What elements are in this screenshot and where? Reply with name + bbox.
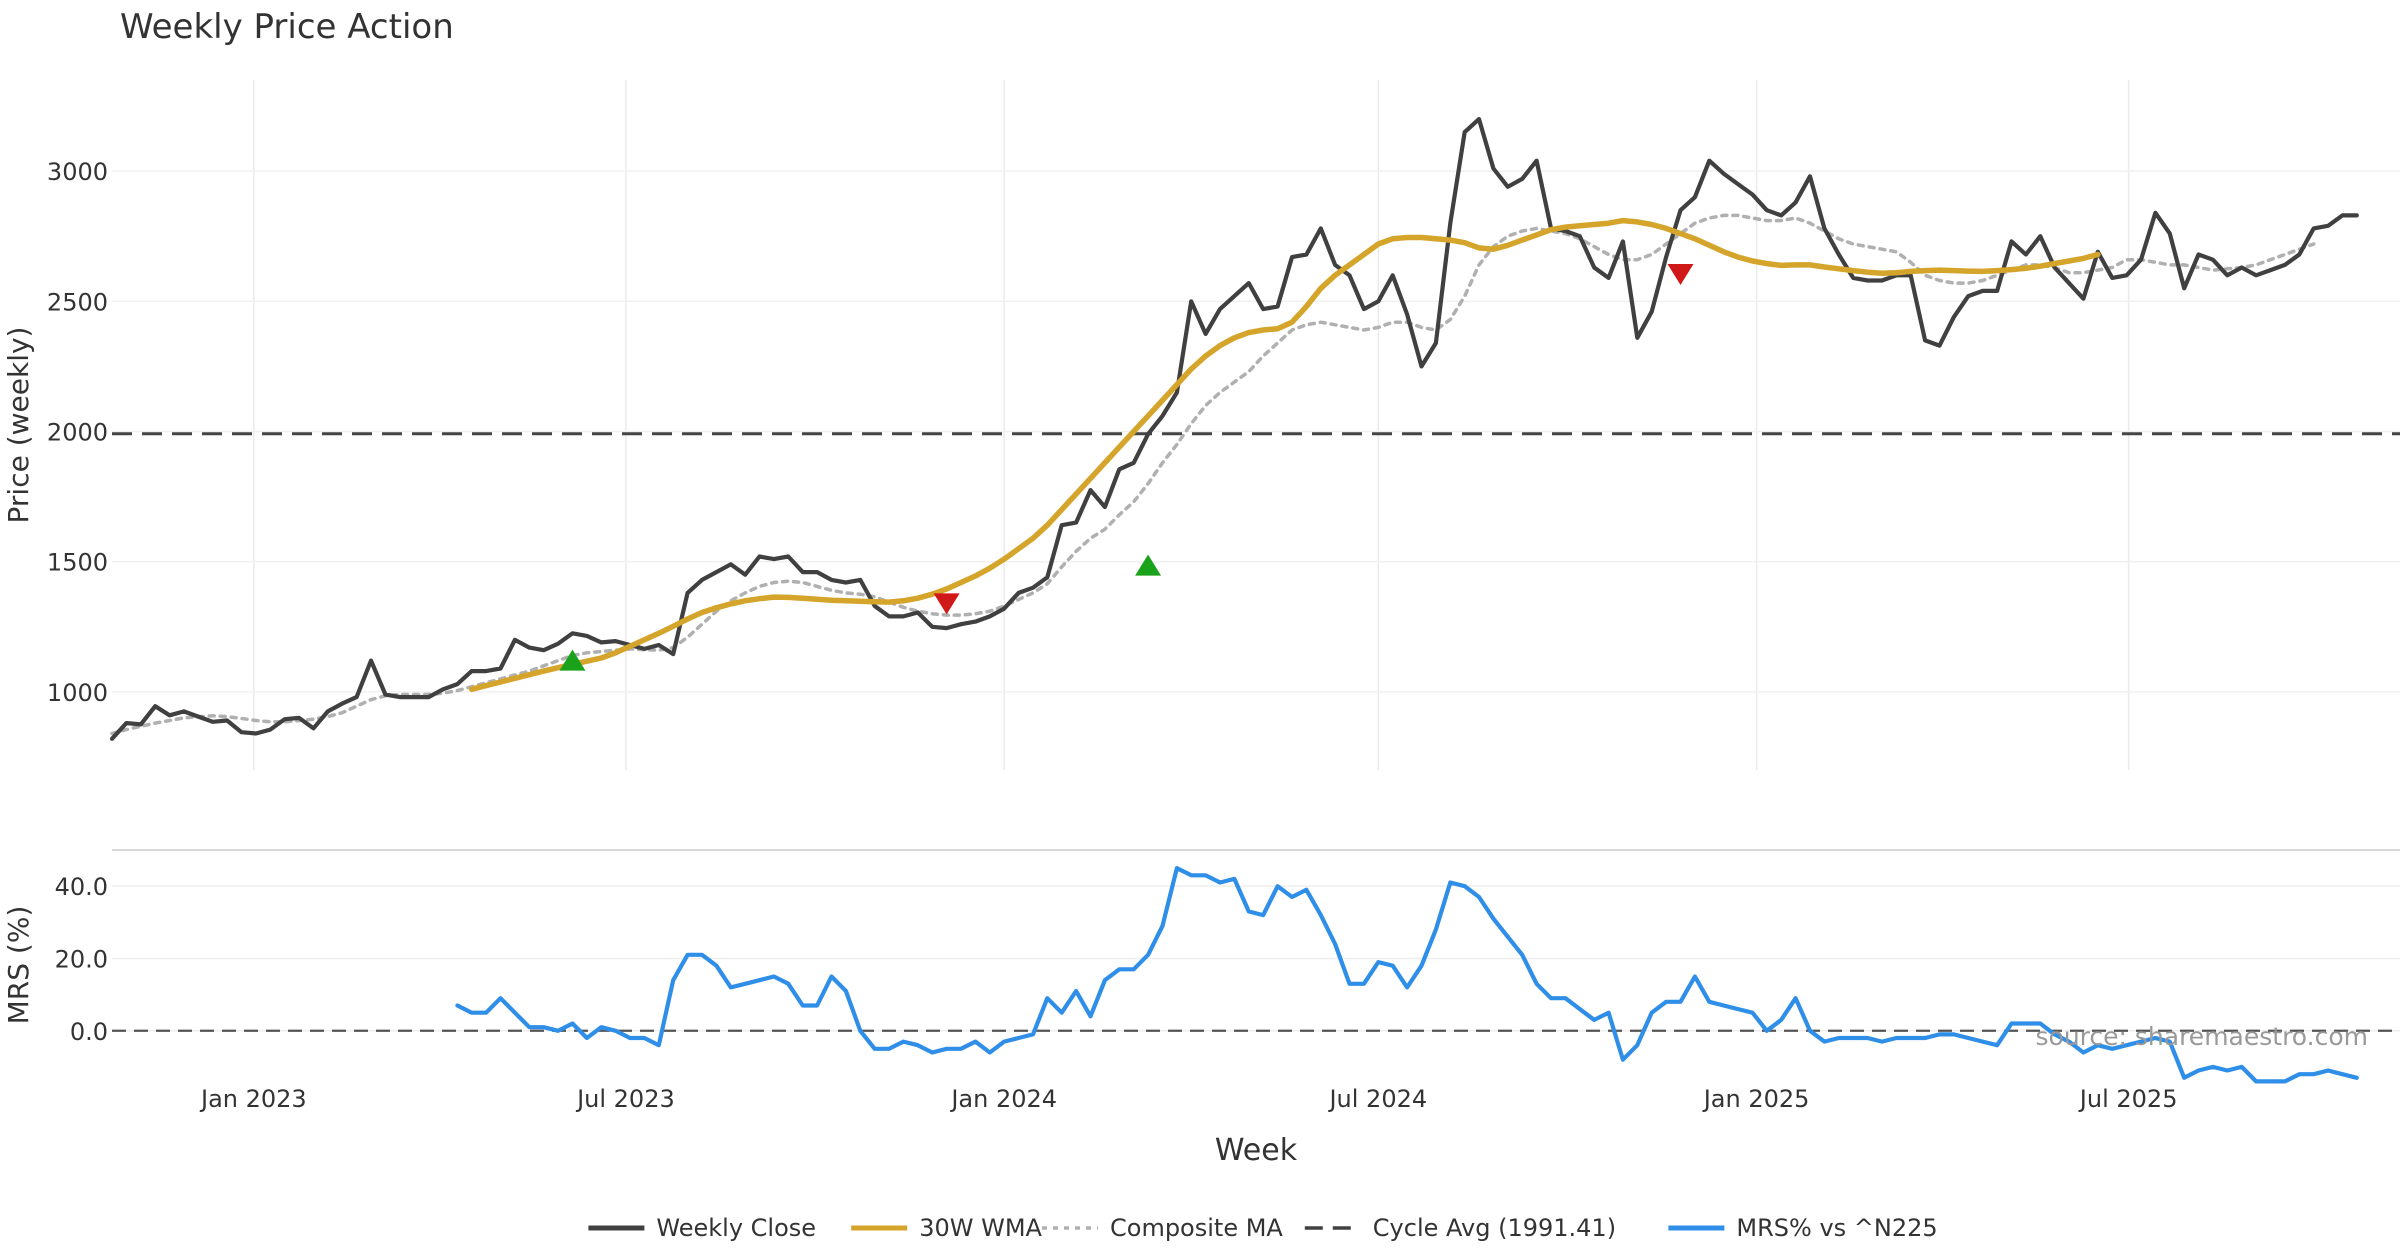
price-y-ticks: 1000 1500 2000 2500 3000 [47,158,108,707]
wma-30w-line [468,217,2101,693]
x-ticks: Jan 2023 Jul 2023 Jan 2024 Jul 2024 Jan 2025… [199,1085,2177,1113]
legend-label: Cycle Avg (1991.41) [1373,1214,1616,1242]
price-panel-grid [112,80,2400,770]
signal-markers [559,263,1694,671]
legend: Weekly Close 30W WMA Composite MA Cycle Avg… [588,1214,1938,1242]
composite-ma-line [110,213,2316,736]
price-y-tick-label: 1000 [47,679,108,707]
mrs-panel-grid [112,885,2400,1032]
x-tick-label: Jan 2025 [1702,1085,1810,1113]
buy-signal-marker [1135,554,1162,576]
buy-signal-marker [559,649,586,671]
price-y-axis-label: Price (weekly) [2,327,35,524]
price-y-tick-label: 2500 [47,288,108,316]
price-y-tick-label: 1500 [47,549,108,577]
legend-label: 30W WMA [919,1214,1042,1242]
mrs-y-axis-label: MRS (%) [2,906,35,1025]
mrs-y-tick-label: 0.0 [70,1018,108,1046]
x-tick-label: Jul 2023 [575,1085,675,1113]
price-y-tick-label: 2000 [47,419,108,447]
price-y-tick-label: 3000 [47,158,108,186]
sell-signal-marker [1667,263,1694,285]
mrs-series [455,866,2359,1084]
legend-label: MRS% vs ^N225 [1736,1214,1937,1242]
sell-signal-marker [933,593,960,615]
legend-label: Weekly Close [656,1214,816,1242]
x-axis-label: Week [1215,1133,1298,1168]
mrs-y-tick-label: 20.0 [55,945,108,973]
mrs-y-ticks: 0.0 20.0 40.0 [55,873,108,1046]
mrs-y-tick-label: 40.0 [55,873,108,901]
x-tick-label: Jan 2024 [949,1085,1057,1113]
x-tick-label: Jul 2024 [1327,1085,1427,1113]
mrs-line [455,866,2359,1084]
x-tick-label: Jan 2023 [199,1085,307,1113]
weekly-close-line [109,117,2359,741]
source-note: source: sharemaestro.com [2036,1022,2369,1051]
legend-label: Composite MA [1110,1214,1283,1242]
price-series [109,117,2359,741]
x-tick-label: Jul 2025 [2078,1085,2178,1113]
chart-title: Weekly Price Action [120,7,454,47]
